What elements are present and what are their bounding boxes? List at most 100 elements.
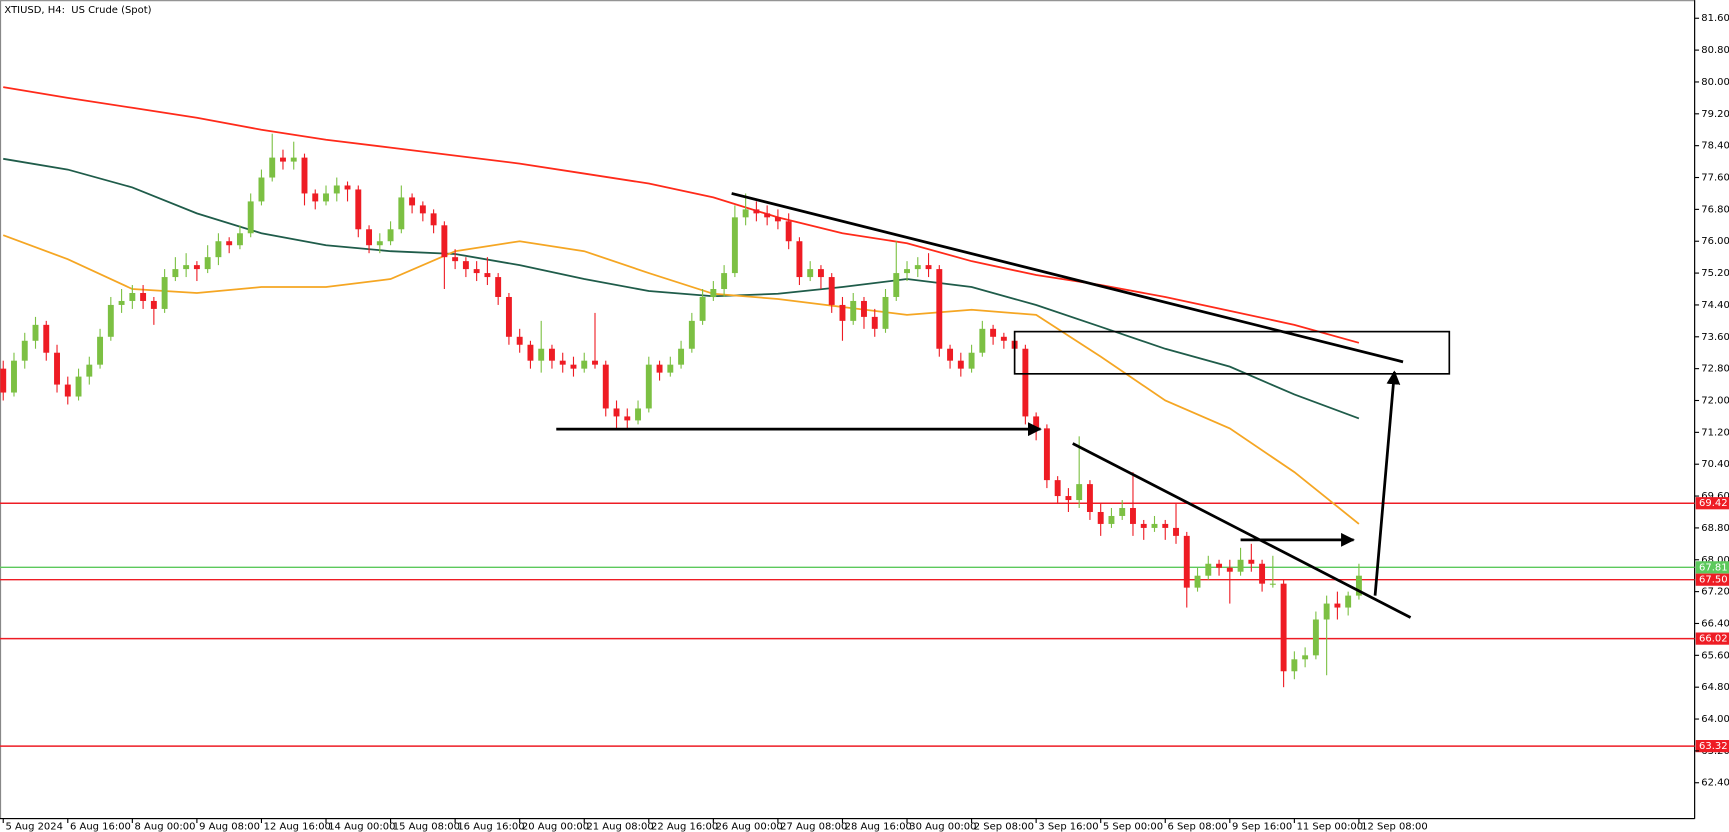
candle-body (1140, 523, 1147, 528)
x-tick-label: 28 Aug 16:00 (845, 821, 912, 832)
candle-body (1000, 336, 1007, 341)
y-tick-label: 79.20 (1701, 109, 1729, 120)
x-tick-label: 9 Aug 08:00 (199, 821, 260, 832)
y-tick-label: 72.80 (1701, 364, 1729, 375)
candle-body (1194, 575, 1201, 588)
candle-body (1108, 515, 1115, 524)
candle-body (721, 273, 728, 290)
candle-body (914, 265, 921, 270)
x-tick-label: 5 Sep 00:00 (1103, 821, 1163, 832)
candle-body (990, 328, 997, 337)
candle-body (882, 296, 889, 329)
x-tick-label: 8 Aug 00:00 (135, 821, 196, 832)
y-tick-label: 74.40 (1701, 300, 1729, 311)
candle-body (64, 384, 71, 397)
candle-body (817, 269, 824, 278)
candle-body (1151, 523, 1158, 528)
level-label: 67.50 (1699, 575, 1728, 586)
y-tick-label: 80.00 (1701, 77, 1729, 88)
y-tick-label: 76.80 (1701, 204, 1729, 215)
candle-body (1291, 659, 1298, 672)
level-tag (1695, 561, 1729, 574)
x-tick-label: 6 Aug 16:00 (70, 821, 131, 832)
candle-body (312, 193, 319, 202)
candle-body (602, 364, 609, 409)
candle-body (11, 360, 17, 393)
candle-body (204, 257, 211, 270)
candle-body (947, 348, 954, 361)
candle-body (957, 360, 964, 369)
candle-body (925, 265, 932, 270)
candle-body (462, 261, 469, 270)
candle-body (1054, 480, 1061, 497)
x-tick-label: 3 Sep 16:00 (1038, 821, 1098, 832)
level-tag (1695, 497, 1729, 510)
candle-body (850, 300, 857, 321)
candle-body (538, 348, 545, 361)
candle-body (1280, 583, 1287, 672)
candle-body (893, 273, 900, 297)
candle-body (871, 316, 878, 329)
candle-body (355, 189, 362, 230)
candle-body (247, 201, 254, 234)
candle-body (559, 360, 566, 365)
candle-body (215, 241, 222, 258)
candle-body (1237, 559, 1244, 572)
candle-body (1269, 583, 1276, 585)
trendline (731, 192, 1404, 364)
candle-body (258, 177, 265, 202)
candle-body (484, 273, 491, 278)
y-tick-label: 70.40 (1701, 459, 1729, 470)
candle-body (172, 269, 179, 278)
candle-body (1183, 535, 1190, 588)
candle-body (1323, 603, 1330, 620)
candle-body (731, 217, 738, 274)
level-tag (1695, 573, 1729, 586)
candle-body (505, 296, 512, 337)
candle-body (699, 296, 706, 321)
candle-body (150, 300, 157, 309)
level-tag (1695, 632, 1729, 645)
candle-body (839, 304, 846, 321)
candle-body (979, 328, 986, 353)
y-tick-label: 67.20 (1701, 587, 1729, 598)
level-label: 67.81 (1699, 562, 1728, 573)
candle-body (473, 269, 480, 274)
candle-body (333, 185, 340, 194)
candle-body (86, 364, 93, 377)
candle-body (1302, 655, 1309, 660)
candle-body (1162, 523, 1169, 528)
x-tick-label: 12 Sep 08:00 (1361, 821, 1428, 832)
candle-body (290, 157, 297, 162)
candle-body (344, 185, 351, 190)
candle-body (645, 364, 652, 409)
candle-body (409, 197, 416, 206)
candle-body (1033, 416, 1040, 429)
candle-body (678, 348, 685, 365)
candle-body (1043, 428, 1050, 481)
plot-frame (0, 0, 1696, 820)
x-tick-label: 27 Aug 08:00 (780, 821, 847, 832)
x-tick-label: 11 Sep 00:00 (1297, 821, 1364, 832)
candle-body (624, 416, 631, 421)
candle-body (32, 324, 39, 341)
x-tick-label: 22 Aug 16:00 (651, 821, 718, 832)
arrow (1373, 370, 1401, 596)
candle-body (419, 205, 426, 214)
candle-body (398, 197, 405, 230)
candle-body (1119, 508, 1126, 516)
y-tick-label: 68.00 (1701, 555, 1729, 566)
x-tick-label: 30 Aug 00:00 (909, 821, 976, 832)
candle-body (1216, 563, 1223, 568)
candle-body (742, 209, 749, 218)
candle-body (516, 336, 523, 345)
y-tick-label: 62.40 (1701, 778, 1729, 789)
candle-body (54, 352, 60, 385)
y-tick-label: 81.60 (1701, 13, 1729, 24)
moving-average (2, 234, 1360, 525)
y-tick-label: 64.80 (1701, 682, 1729, 693)
candle-body (21, 340, 28, 361)
chart-title: XTIUSD, H4: US Crude (Spot) (4, 5, 151, 16)
candle-body (785, 221, 792, 242)
